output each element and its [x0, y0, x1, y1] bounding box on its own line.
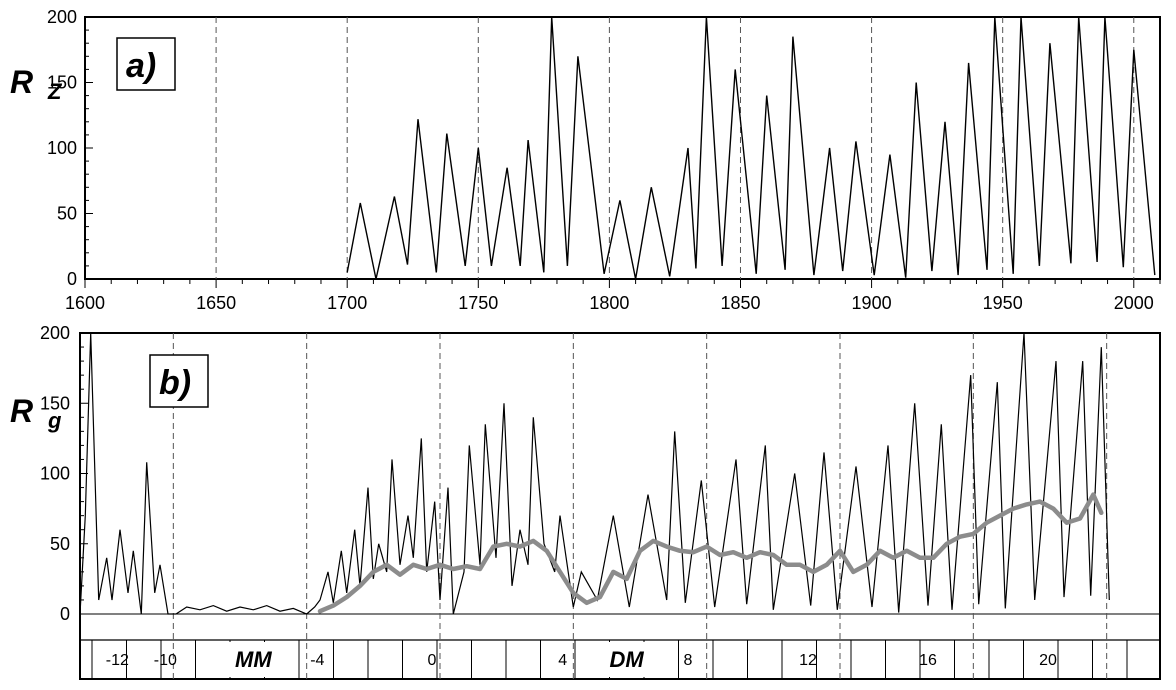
panel-a-x-tick-label: 2000	[1114, 293, 1154, 313]
cycle-bar-label: 8	[684, 652, 693, 669]
cycle-bar-label: 4	[558, 652, 567, 669]
cycle-bar-minimum-bg	[584, 642, 669, 677]
panel-b: 0 50 100 150 200 MM DM -12 -10 -4 0 4 8 12 16 20 b) R …	[10, 323, 1161, 680]
panel-b-y-tick-label: 150	[40, 393, 70, 413]
panel-a-label: a)	[126, 47, 156, 85]
panel-b-dashed-lines	[172, 333, 1108, 679]
panel-a-series-line	[346, 16, 1156, 280]
cycle-number-bar: MM DM -12 -10 -4 0 4 8 12 16 20	[91, 640, 1128, 679]
cycle-bar-label: -10	[154, 652, 177, 669]
panel-a-y-tick-label: 200	[47, 7, 77, 27]
panel-b-y-tick-label: 100	[40, 464, 70, 484]
panel-b-y-axis-title-sub: g	[47, 408, 62, 433]
panel-a-x-tick-label: 1650	[196, 293, 236, 313]
panel-a-y-tick-label: 150	[47, 73, 77, 93]
panel-b-label-box	[149, 354, 209, 408]
cycle-bar-label: -12	[106, 652, 129, 669]
panel-a-x-tick-label: 1700	[327, 293, 367, 313]
panel-b-y-axis-title-main: R	[10, 393, 33, 429]
panel-b-y-ticks: 0 50 100 150 200	[40, 323, 88, 624]
panel-b-label: b)	[159, 364, 191, 402]
cycle-bar-minimum-label: DM	[610, 647, 645, 672]
cycle-bar-label: 12	[799, 652, 817, 669]
cycle-bar-label: -4	[310, 652, 324, 669]
cycle-bar-minimum-bg	[211, 642, 296, 677]
cycle-bar-minimum-label: MM	[235, 647, 272, 672]
cycle-bar-label: 16	[919, 652, 937, 669]
panel-b-y-tick-label: 50	[50, 534, 70, 554]
panel-a-y-axis-title-sub: Z	[47, 79, 63, 104]
panel-a-x-tick-label: 1600	[65, 293, 105, 313]
panel-a-frame	[84, 16, 1161, 280]
cycle-bar-label: 20	[1039, 652, 1057, 669]
panel-a-dashed-lines	[215, 17, 1135, 279]
panel-b-smoothed-line	[317, 492, 1104, 614]
panel-a-x-tick-label: 1850	[720, 293, 760, 313]
panel-a-y-tick-label: 50	[57, 204, 77, 224]
panel-b-y-axis-title: R g	[10, 393, 62, 433]
panel-a-x-tick-label: 1800	[589, 293, 629, 313]
panel-a-y-tick-label: 100	[47, 138, 77, 158]
panel-a-x-tick-label: 1900	[852, 293, 892, 313]
panel-b-frame	[79, 332, 1161, 680]
panel-a-y-tick-label: 0	[67, 269, 77, 289]
panel-a: 0 50 100 150 200 1600 1650 1700 1750 1800 1850 190…	[10, 7, 1161, 313]
panel-a-x-tick-label: 1950	[983, 293, 1023, 313]
panel-b-series-line	[79, 332, 1110, 615]
panel-b-y-tick-label: 0	[60, 604, 70, 624]
panel-a-y-axis-title: R Z	[10, 64, 63, 104]
panel-b-y-tick-label: 200	[40, 323, 70, 343]
panel-a-x-ticks: 1600 1650 1700 1750 1800 1850 1900 1950 2000	[65, 279, 1161, 313]
cycle-bar-label: 0	[428, 652, 437, 669]
panel-a-y-ticks: 0 50 100 150 200	[47, 7, 93, 289]
panel-a-label-box	[116, 37, 176, 91]
panel-a-x-tick-label: 1750	[458, 293, 498, 313]
panel-a-y-axis-title-main: R	[10, 64, 33, 100]
